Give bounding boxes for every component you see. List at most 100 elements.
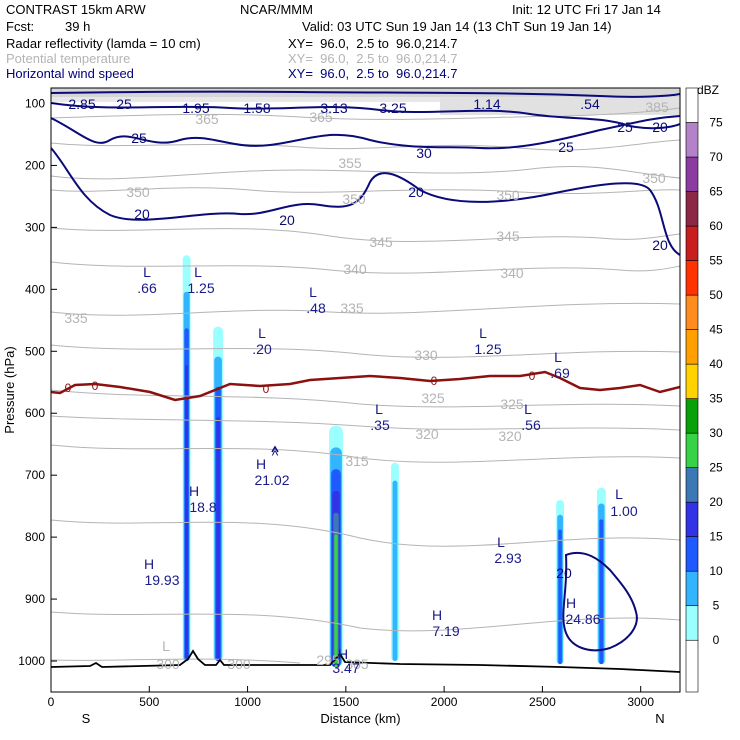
colorbar-swatch	[685, 398, 699, 434]
terrain-line	[50, 649, 681, 673]
y-tick-label: 700	[25, 468, 45, 482]
x-tick-label: 3000	[627, 695, 654, 709]
svg-text:L: L	[143, 264, 151, 280]
svg-text:H: H	[189, 483, 199, 499]
colorbar-label: 50	[709, 288, 723, 302]
x-tick-label: 0	[48, 695, 55, 709]
reflectivity-band	[334, 534, 338, 668]
colorbar-swatch	[685, 363, 699, 399]
svg-text:1.00: 1.00	[610, 503, 637, 519]
freezing-level-labels: 0 0 0 0 0	[65, 369, 536, 396]
svg-text:365: 365	[309, 109, 333, 125]
svg-text:2.93: 2.93	[494, 550, 521, 566]
colorbar-label: 55	[709, 254, 723, 268]
forecast-label: Fcst:	[6, 19, 35, 34]
svg-text:7.19: 7.19	[432, 623, 459, 639]
colorbar-swatch	[685, 156, 699, 192]
svg-text:.35: .35	[370, 417, 390, 433]
svg-text:3.25: 3.25	[379, 100, 406, 116]
svg-text:320: 320	[498, 428, 522, 444]
svg-text:L: L	[524, 401, 532, 417]
svg-text:320: 320	[415, 426, 439, 442]
svg-text:330: 330	[414, 347, 438, 363]
svg-text:30: 30	[416, 145, 432, 161]
y-tick-label: 300	[25, 220, 45, 234]
colorbar-swatch	[685, 225, 699, 261]
colorbar-label: 5	[713, 599, 720, 613]
svg-text:335: 335	[64, 310, 88, 326]
field-name-wind: Horizontal wind speed	[6, 66, 134, 81]
colorbar-label: 30	[709, 426, 723, 440]
svg-text:350: 350	[126, 184, 150, 200]
svg-text:20: 20	[652, 237, 668, 253]
svg-text:L: L	[258, 325, 266, 341]
svg-text:^: ^	[272, 447, 279, 463]
y-tick-label: 600	[25, 406, 45, 420]
colorbar-label: 65	[709, 185, 723, 199]
reflectivity-cell	[391, 462, 399, 662]
colorbar-swatch	[685, 260, 699, 296]
colorbar-swatch	[685, 432, 699, 468]
svg-text:H: H	[256, 456, 266, 472]
colorbar-label: 60	[709, 219, 723, 233]
field-xy-theta: XY= 96.0, 2.5 to 96.0,214.7	[288, 51, 458, 66]
colorbar-label: 70	[709, 150, 723, 164]
colorbar-swatch	[685, 329, 699, 365]
colorbar-swatch	[685, 191, 699, 227]
svg-text:365: 365	[195, 111, 219, 127]
theta-labels: 365 365 355 350 350 350 350 345 345 340 …	[64, 99, 669, 672]
svg-text:300: 300	[156, 656, 180, 672]
svg-text:L: L	[162, 638, 170, 654]
forecast-hours: 39 h	[65, 19, 91, 34]
svg-text:350: 350	[642, 170, 666, 186]
colorbar-swatch	[685, 570, 699, 607]
svg-text:3.47: 3.47	[332, 660, 359, 676]
reflectivity-band	[216, 416, 220, 662]
svg-text:L: L	[615, 486, 623, 502]
svg-text:1.25: 1.25	[474, 341, 501, 357]
svg-text:H: H	[338, 646, 348, 662]
colorbar-swatch	[685, 605, 699, 641]
svg-text:20: 20	[134, 206, 150, 222]
colorbar-swatch	[685, 294, 699, 330]
north-end-label: N	[655, 711, 664, 726]
colorbar-label: 75	[709, 116, 723, 130]
colorbar-label: 10	[709, 564, 723, 578]
field-xy-reflectivity: XY= 96.0, 2.5 to 96.0,214.7	[288, 36, 458, 51]
svg-text:H: H	[566, 595, 576, 611]
svg-text:.54: .54	[580, 96, 600, 112]
svg-text:1.58: 1.58	[243, 100, 270, 116]
svg-text:0: 0	[92, 379, 99, 393]
svg-text:1.14: 1.14	[473, 96, 500, 112]
svg-text:350: 350	[342, 191, 366, 207]
svg-text:20: 20	[556, 565, 572, 581]
svg-text:24.86: 24.86	[565, 611, 600, 627]
x-tick-label: 2000	[431, 695, 458, 709]
y-tick-label: 800	[25, 530, 45, 544]
colorbar-swatch	[685, 501, 699, 537]
svg-text:3.13: 3.13	[320, 100, 347, 116]
x-axis-label: Distance (km)	[320, 711, 400, 726]
svg-text:385: 385	[645, 99, 669, 115]
svg-text:300: 300	[227, 656, 251, 672]
svg-text:340: 340	[500, 265, 524, 281]
svg-text:.48: .48	[306, 300, 326, 316]
svg-text:L: L	[375, 401, 383, 417]
y-tick-label: 100	[25, 96, 45, 110]
wind-top-values: 2.85 1.95 1.58 3.13 3.25 1.14 .54	[68, 96, 600, 116]
svg-text:.56: .56	[521, 417, 541, 433]
colorbar-label: 0	[713, 633, 720, 647]
colorbar-label: 35	[709, 392, 723, 406]
field-xy-wind: XY= 96.0, 2.5 to 96.0,214.7	[288, 66, 458, 81]
reflectivity-band	[558, 529, 562, 665]
svg-text:.20: .20	[252, 341, 272, 357]
svg-text:325: 325	[500, 396, 524, 412]
svg-text:L: L	[554, 349, 562, 365]
svg-text:305: 305	[345, 656, 369, 672]
svg-text:25: 25	[617, 119, 633, 135]
colorbar-label: 20	[709, 495, 723, 509]
svg-text:345: 345	[496, 228, 520, 244]
x-tick-label: 1000	[234, 695, 261, 709]
svg-text:1.25: 1.25	[187, 280, 214, 296]
